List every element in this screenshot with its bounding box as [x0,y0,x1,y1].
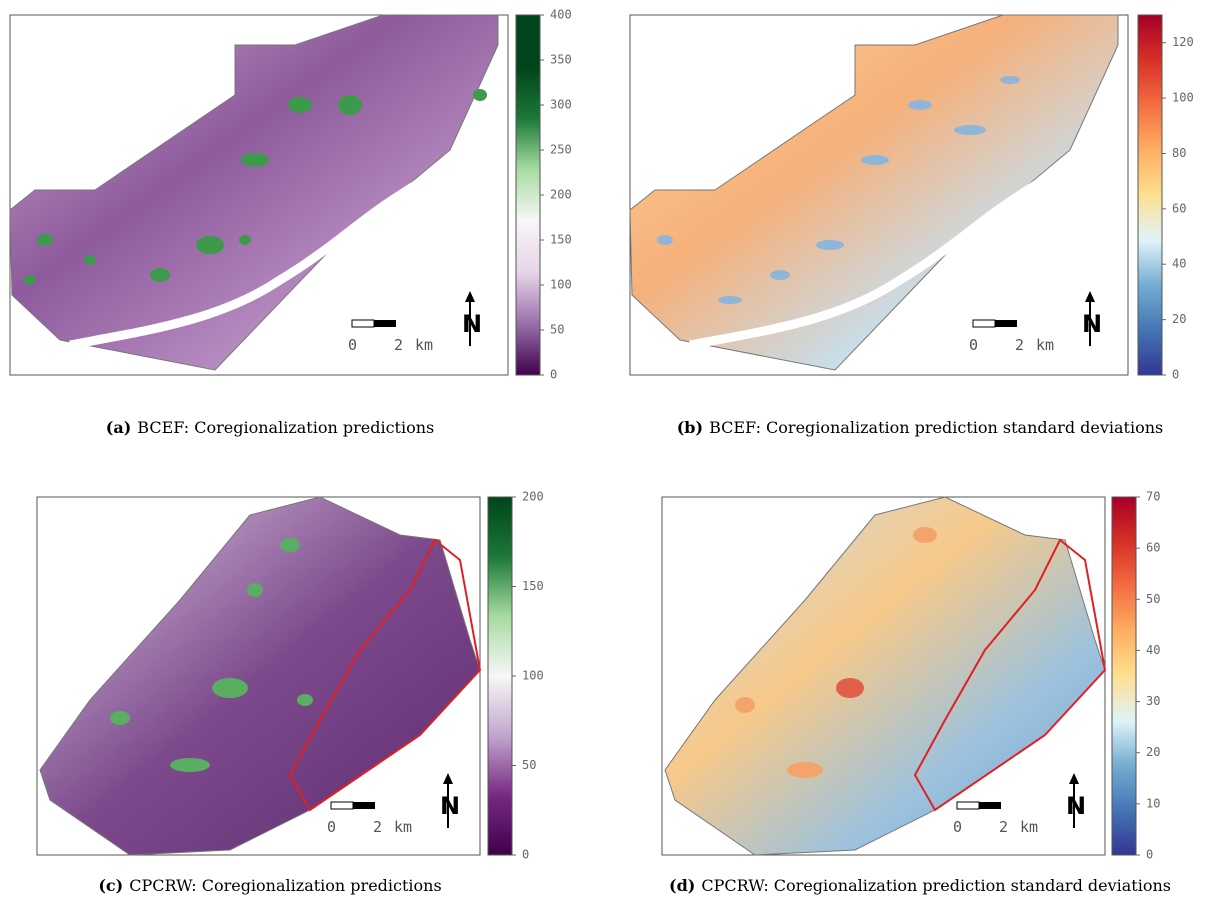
tick-label: 50 [1146,592,1160,606]
tick-label: 100 [1172,91,1194,105]
scale-unit: km [1036,336,1054,354]
caption-text: CPCRW: Coregionalization predictions [129,876,441,895]
scale-label: 0 [327,818,336,836]
scale-bar [353,802,375,809]
north-label: N [440,792,460,820]
tick-label: 40 [1146,643,1160,657]
tick-label: 400 [550,8,572,22]
tick-label: 0 [1146,848,1153,862]
tick-label: 10 [1146,796,1160,810]
north-arrow-head [1085,291,1095,302]
scale-bar [979,802,1001,809]
scale-label: 2 [999,818,1008,836]
tick-label: 200 [550,188,572,202]
tick-label: 300 [550,98,572,112]
tick-label: 0 [1172,368,1179,382]
north-label: N [1082,310,1102,338]
caption-text: CPCRW: Coregionalization prediction stan… [701,876,1171,895]
colorbar [1112,497,1136,855]
scale-bar [995,320,1017,327]
map-a [10,15,508,375]
scale-bar [957,802,979,809]
figure: 05010015020025030035040002kmN02040608010… [0,0,1225,916]
scale-bar [352,320,374,327]
tick-label: 150 [522,579,544,593]
scale-label: 2 [1015,336,1024,354]
tick-label: 70 [1146,490,1160,504]
caption: (d) CPCRW: Coregionalization prediction s… [620,876,1220,895]
map-b [630,15,1128,375]
caption-label: (a) [106,418,132,437]
study-area [630,15,1118,370]
tick-label: 60 [1172,201,1186,215]
colorbar [516,15,540,375]
scale-label: 0 [969,336,978,354]
caption: (b) BCEF: Coregionalization prediction st… [620,418,1220,437]
caption: (a) BCEF: Coregionalization predictions [0,418,570,437]
tick-label: 30 [1146,694,1160,708]
scale-label: 0 [348,336,357,354]
study-area [665,497,1105,855]
north-label: N [1066,792,1086,820]
caption-text: BCEF: Coregionalization prediction stand… [709,418,1163,437]
tick-label: 40 [1172,257,1186,271]
tick-label: 20 [1146,745,1160,759]
scale-bar [374,320,396,327]
map-d [662,497,1105,855]
north-arrow-head [465,291,475,302]
tick-label: 350 [550,53,572,67]
scale-unit: km [394,818,412,836]
colorbar [488,497,512,855]
tick-label: 200 [522,490,544,504]
tick-label: 20 [1172,312,1186,326]
scale-label: 0 [953,818,962,836]
scale-bar [973,320,995,327]
caption-label: (c) [98,876,123,895]
north-arrow-head [443,773,453,784]
tick-label: 80 [1172,146,1186,160]
north-arrow-head [1069,773,1079,784]
tick-label: 150 [550,233,572,247]
scale-bar [331,802,353,809]
caption-label: (b) [677,418,703,437]
tick-label: 50 [522,758,536,772]
tick-label: 250 [550,143,572,157]
tick-label: 120 [1172,35,1194,49]
caption: (c) CPCRW: Coregionalization predictions [0,876,570,895]
scale-label: 2 [373,818,382,836]
caption-label: (d) [669,876,695,895]
tick-label: 0 [522,848,529,862]
scale-unit: km [1020,818,1038,836]
study-area [40,497,480,855]
scale-label: 2 [394,336,403,354]
colorbar [1138,15,1162,375]
north-label: N [462,310,482,338]
map-c [37,497,480,855]
tick-label: 100 [550,278,572,292]
caption-text: BCEF: Coregionalization predictions [137,418,434,437]
tick-label: 50 [550,323,564,337]
tick-label: 0 [550,368,557,382]
scale-unit: km [415,336,433,354]
tick-label: 100 [522,669,544,683]
tick-label: 60 [1146,541,1160,555]
page: 05010015020025030035040002kmN02040608010… [0,0,1225,916]
study-area [10,15,498,370]
